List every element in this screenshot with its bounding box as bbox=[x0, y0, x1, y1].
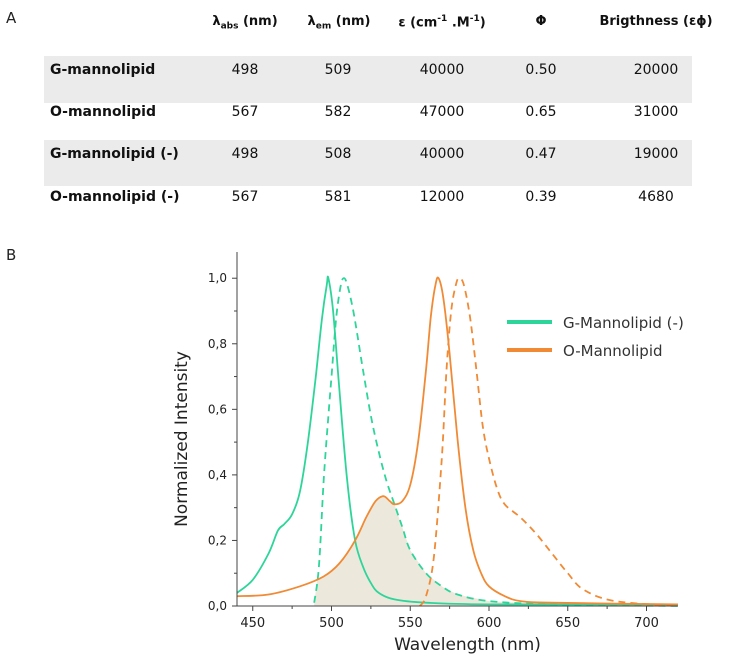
y-tick-label: 0,2 bbox=[208, 533, 227, 547]
x-tick-label: 650 bbox=[555, 616, 580, 631]
legend-label: O-Mannolipid bbox=[563, 342, 663, 360]
x-tick-label: 600 bbox=[477, 616, 502, 631]
y-tick-label: 0,0 bbox=[208, 599, 227, 613]
spectral-overlap-area bbox=[314, 496, 552, 606]
x-tick-label: 700 bbox=[634, 616, 659, 631]
y-tick-label: 0,4 bbox=[208, 468, 227, 482]
x-tick-label: 450 bbox=[240, 616, 265, 631]
legend-label: G-Mannolipid (-) bbox=[563, 314, 684, 332]
x-tick-label: 550 bbox=[398, 616, 423, 631]
y-axis-label: Normalized Intensity bbox=[172, 351, 192, 527]
y-tick-label: 0,8 bbox=[208, 337, 227, 351]
x-axis-label: Wavelength (nm) bbox=[394, 635, 541, 655]
y-tick-label: 1,0 bbox=[208, 271, 227, 285]
x-tick-label: 500 bbox=[319, 616, 344, 631]
y-tick-label: 0,6 bbox=[208, 402, 227, 416]
